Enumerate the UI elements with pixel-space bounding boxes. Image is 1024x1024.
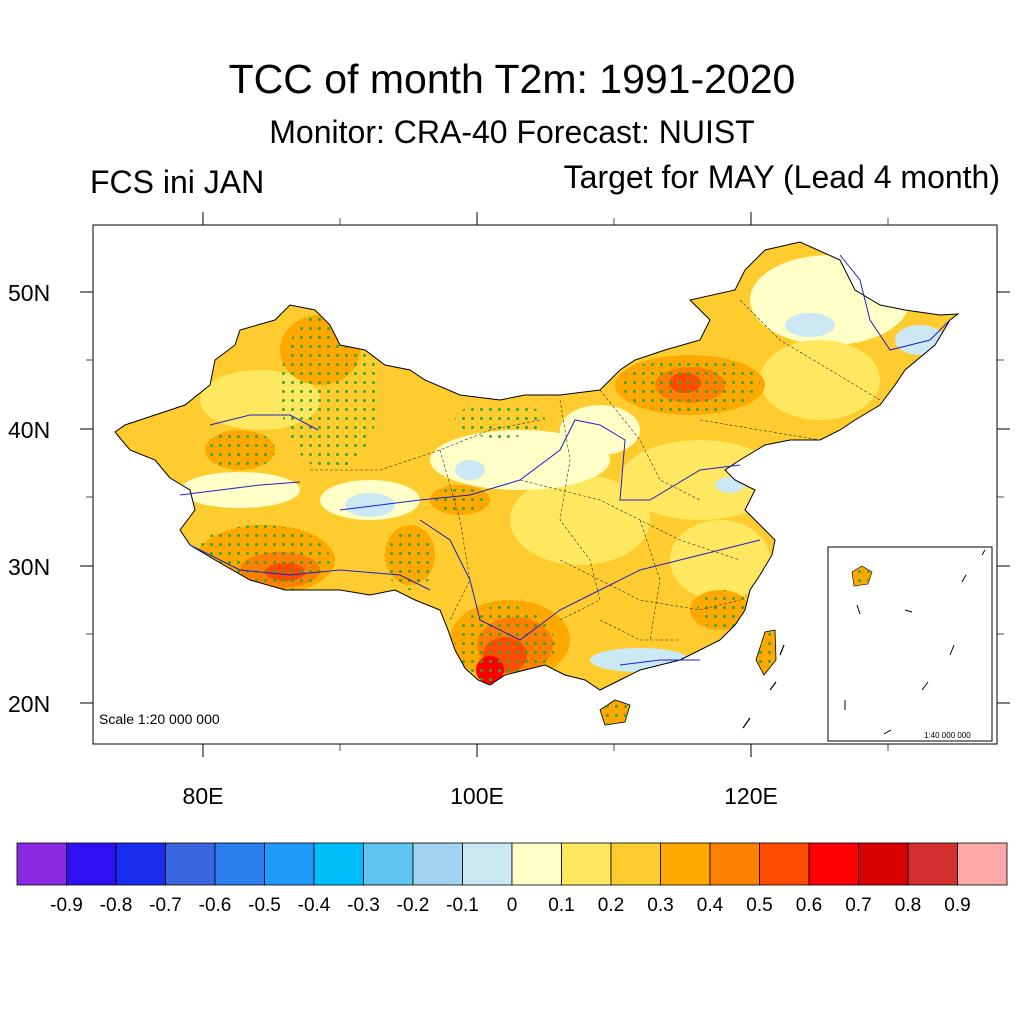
colorbar-tick-label: 0.5 — [746, 895, 773, 916]
map-scale-label: Scale 1:20 000 000 — [99, 711, 220, 727]
colorbar-box — [907, 842, 958, 886]
colorbar-box — [957, 842, 1008, 886]
colorbar-box — [165, 842, 216, 886]
colorbar-box — [561, 842, 612, 886]
colorbar-tick-label: -0.8 — [99, 895, 133, 916]
colorbar-tick-label: 0.7 — [845, 895, 872, 916]
colorbar-tick-label: 0.3 — [647, 895, 674, 916]
colorbar-tick-label: -0.7 — [149, 895, 182, 916]
colorbar-box — [264, 842, 315, 886]
hainan-stipple — [600, 700, 630, 725]
colorbar-tick-label: -0.5 — [248, 895, 281, 916]
plot-title: TCC of month T2m: 1991-2020 — [228, 56, 796, 102]
colorbar-tick-label: -0.3 — [347, 895, 380, 916]
lon-label-80e: 80E — [182, 783, 224, 809]
colorbar-box — [313, 842, 364, 886]
colorbar-box — [214, 842, 265, 886]
colorbar-tick-label: -0.6 — [198, 895, 232, 916]
colorbar-box — [66, 842, 117, 886]
colorbar-box — [412, 842, 463, 886]
colorbar-tick-label: 0 — [506, 895, 518, 916]
colorbar-tick-label: 0.4 — [696, 895, 724, 916]
colorbar-tick-label: 0.6 — [795, 895, 823, 916]
lat-label-30n: 30N — [8, 554, 51, 580]
province-borders — [310, 299, 881, 641]
inset-nine-dash — [844, 549, 986, 735]
colorbar-tick-label: 0.9 — [944, 895, 971, 916]
colorbar-tick-label: -0.4 — [297, 895, 331, 916]
colorbar-box — [16, 842, 67, 886]
lon-label-120e: 120E — [724, 783, 778, 809]
colorbar-box — [363, 842, 414, 886]
colorbar-box — [808, 842, 859, 886]
minor-ticks — [86, 218, 1004, 751]
plot-subtitle: Monitor: CRA-40 Forecast: NUIST — [269, 114, 755, 150]
nine-dash-line — [742, 644, 785, 729]
colorbar-tick-label: -0.9 — [50, 895, 83, 916]
lon-label-100e: 100E — [450, 783, 504, 809]
colorbar-tick-label: 0.2 — [597, 895, 625, 916]
colorbar-box — [709, 842, 760, 886]
colorbar-box — [115, 842, 166, 886]
colorbar — [16, 842, 1008, 886]
colorbar-tick-label: 0.8 — [894, 895, 922, 916]
inset-scale-label: 1:40 000 000 — [924, 731, 971, 740]
lat-label-40n: 40N — [8, 417, 51, 443]
lat-label-50n: 50N — [8, 280, 51, 306]
lat-label-20n: 20N — [8, 691, 51, 717]
rivers — [179, 254, 951, 666]
axis-ticks — [80, 212, 1010, 757]
colorbar-box — [462, 842, 513, 886]
colorbar-box — [858, 842, 909, 886]
colorbar-tick-label: 0.1 — [548, 895, 575, 916]
colorbar-box — [511, 842, 562, 886]
inset-hainan-stipple — [852, 566, 872, 586]
colorbar-box — [759, 842, 810, 886]
target-label: Target for MAY (Lead 4 month) — [563, 159, 1000, 195]
init-label: FCS ini JAN — [90, 164, 265, 200]
taiwan-stipple — [756, 630, 776, 675]
colorbar-box — [610, 842, 661, 886]
colorbar-box — [660, 842, 711, 886]
colorbar-tick-label: -0.1 — [446, 895, 479, 916]
colorbar-tick-label: -0.2 — [396, 895, 430, 916]
